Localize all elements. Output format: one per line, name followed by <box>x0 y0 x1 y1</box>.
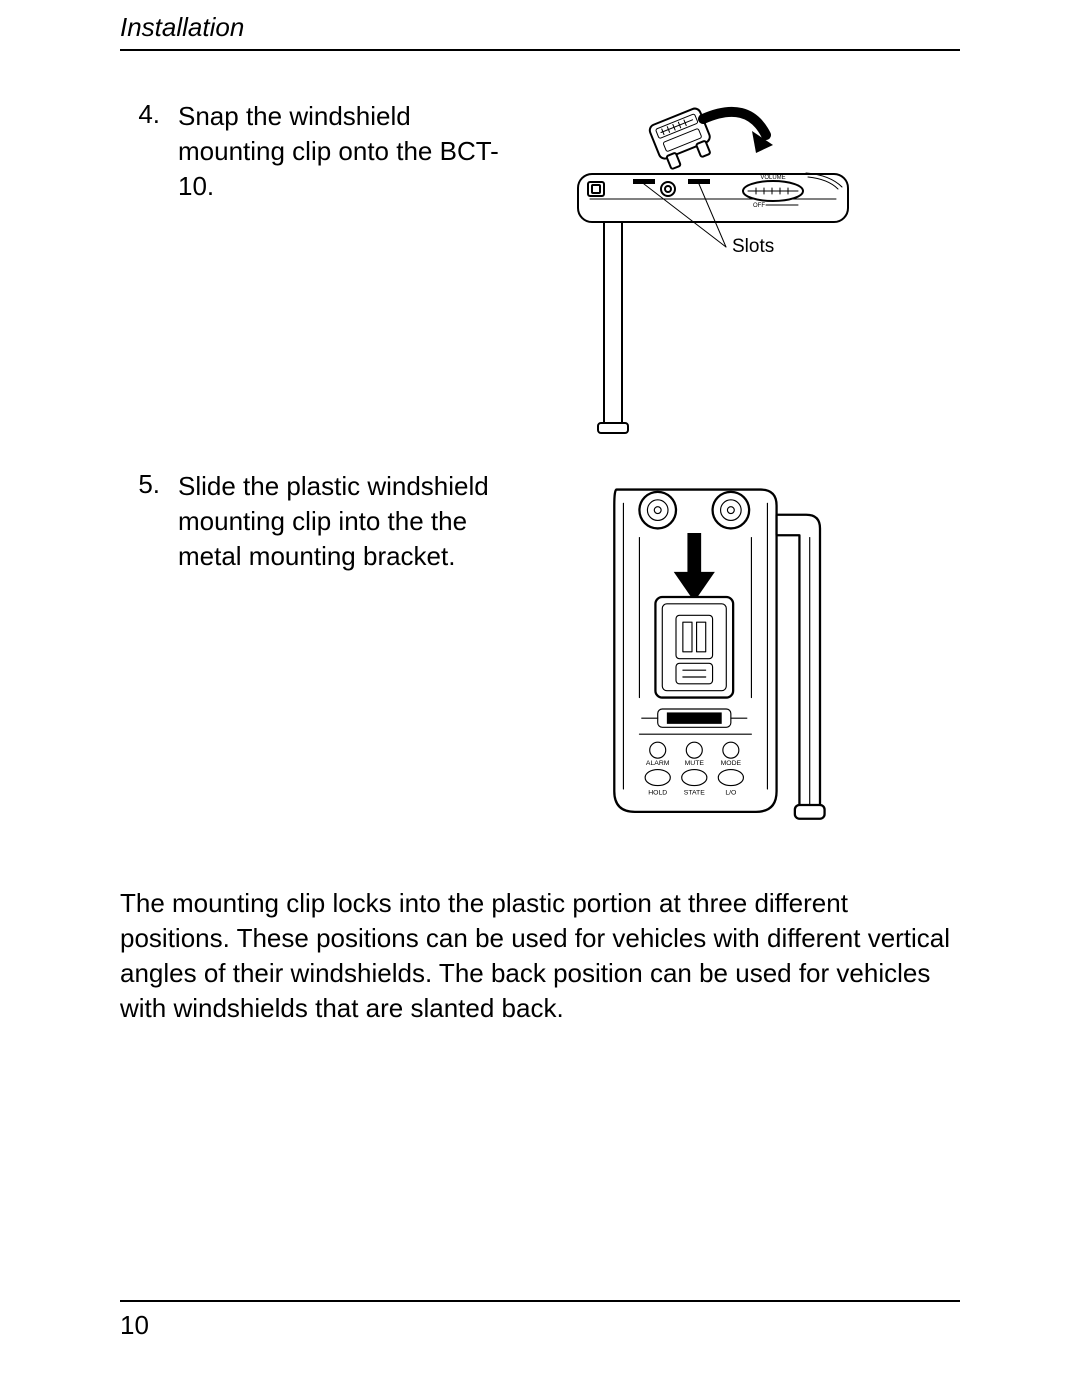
svg-text:STATE: STATE <box>684 790 705 797</box>
page-footer: 10 <box>120 1300 960 1341</box>
figure-container: ALARM MUTE MODE HOLD STATE L/O <box>538 469 960 846</box>
svg-text:HOLD: HOLD <box>648 790 667 797</box>
label-off: OFF <box>753 203 765 209</box>
label-volume: VOLUME <box>760 175 785 181</box>
instruction-step: 5. Slide the plastic windshield mounting… <box>120 469 960 846</box>
step-text: Slide the plastic windshield mounting cl… <box>178 469 538 574</box>
step-number: 4. <box>120 99 178 130</box>
svg-text:ALARM: ALARM <box>646 760 670 767</box>
svg-text:MODE: MODE <box>721 760 742 767</box>
figure-container: VOLUME OFF <box>538 99 960 439</box>
section-header: Installation <box>120 10 960 51</box>
svg-text:MUTE: MUTE <box>685 760 705 767</box>
manual-page: Installation 4. Snap the windshield moun… <box>0 0 1080 1397</box>
figure-step5-icon: ALARM MUTE MODE HOLD STATE L/O <box>548 469 868 846</box>
svg-text:L/O: L/O <box>725 790 736 797</box>
step-text: Snap the windshield mounting clip onto t… <box>178 99 538 204</box>
instruction-step: 4. Snap the windshield mounting clip ont… <box>120 99 960 439</box>
step-number: 5. <box>120 469 178 500</box>
explanatory-paragraph: The mounting clip locks into the plastic… <box>120 886 960 1026</box>
page-number: 10 <box>120 1310 149 1340</box>
slots-callout-label: Slots <box>732 236 774 257</box>
figure-step4-icon: VOLUME OFF <box>548 99 868 439</box>
